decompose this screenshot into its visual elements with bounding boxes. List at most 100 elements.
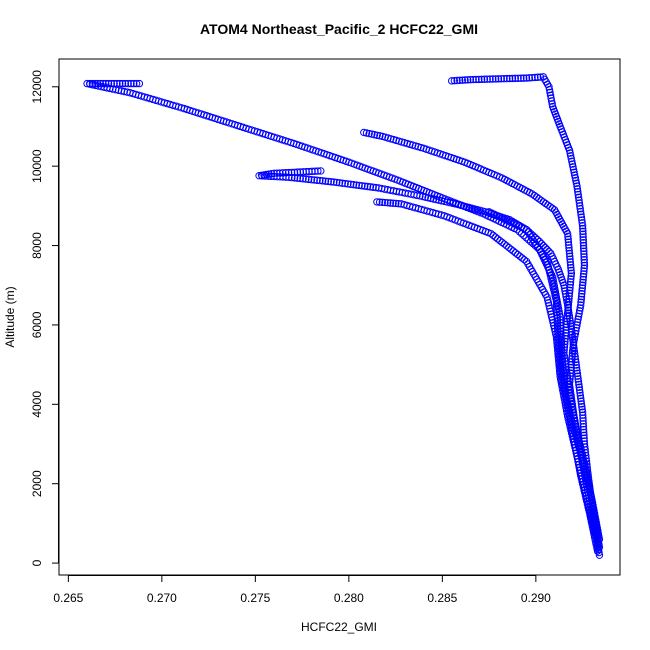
data-point (302, 167, 310, 176)
data-point (477, 75, 486, 84)
x-tick-label: 0.275 (240, 591, 270, 605)
data-point (480, 75, 489, 83)
data-point (548, 316, 557, 324)
data-point (554, 337, 562, 345)
data-point (562, 329, 570, 337)
data-point (578, 287, 586, 295)
data-point (132, 79, 141, 88)
data-point (547, 97, 556, 105)
data-point (347, 180, 355, 188)
data-point (580, 261, 589, 270)
data-point (578, 474, 587, 483)
data-point (579, 244, 588, 253)
data-point (389, 199, 397, 207)
x-tick-label: 0.270 (147, 591, 177, 605)
data-point (583, 494, 591, 503)
y-tick-label: 0 (30, 559, 44, 566)
data-point (304, 175, 313, 184)
data-point (574, 457, 583, 466)
data-point (573, 182, 581, 190)
data-point (575, 386, 584, 394)
data-point (543, 245, 551, 254)
data-point (561, 401, 570, 409)
data-point (566, 252, 574, 261)
data-point (569, 435, 577, 443)
data-point (299, 168, 307, 176)
data-point (583, 497, 592, 505)
data-point (574, 190, 582, 199)
data-point (595, 535, 604, 543)
data-point (577, 301, 585, 309)
data-point (290, 168, 299, 176)
data-point (545, 247, 553, 256)
data-point (456, 76, 464, 85)
data-point (567, 360, 576, 369)
data-point (338, 179, 347, 187)
data-point (344, 180, 352, 188)
data-point (578, 403, 586, 411)
data-point (553, 338, 561, 347)
data-point (546, 269, 554, 277)
data-point (567, 325, 576, 333)
data-point (582, 491, 591, 500)
data-point (550, 321, 558, 330)
data-point (466, 75, 475, 84)
data-point (576, 466, 585, 474)
data-point (553, 344, 562, 352)
data-point (574, 375, 582, 383)
data-point (270, 169, 278, 178)
data-point (554, 339, 563, 348)
data-point (584, 500, 593, 508)
y-axis-label: Altitude (m) (3, 286, 17, 347)
data-point (546, 91, 555, 99)
data-point (491, 75, 500, 83)
data-point (352, 181, 361, 189)
data-point (489, 75, 497, 83)
data-point (574, 377, 583, 386)
data-point (557, 365, 565, 373)
data-point (116, 79, 124, 88)
data-point (99, 79, 107, 88)
data-point (580, 256, 588, 264)
x-tick-label: 0.290 (521, 591, 551, 605)
data-point (551, 291, 559, 300)
data-point (293, 168, 302, 176)
data-point (595, 543, 604, 551)
x-tick-label: 0.285 (427, 591, 457, 605)
data-point (321, 177, 330, 185)
data-point (580, 461, 588, 470)
data-point (575, 383, 583, 391)
data-point (558, 379, 567, 388)
data-point (567, 426, 575, 435)
data-point (571, 332, 579, 340)
data-point (469, 75, 477, 84)
data-point (378, 184, 386, 193)
data-point (559, 389, 568, 398)
data-point (375, 198, 384, 206)
data-point (570, 440, 579, 449)
data-point (558, 384, 566, 392)
data-point (555, 358, 563, 367)
data-point (318, 177, 327, 185)
data-point (386, 199, 395, 207)
series-6 (373, 198, 600, 540)
data-point (565, 289, 574, 297)
data-point (579, 227, 587, 236)
data-point (553, 317, 562, 325)
data-point (590, 525, 599, 534)
x-axis: 0.265 0.270 0.275 0.280 0.285 0.290 (53, 575, 551, 605)
data-point (569, 438, 578, 446)
data-point (591, 531, 600, 540)
y-axis: 0 2000 4000 6000 8000 10000 12000 (30, 70, 59, 566)
data-point (562, 320, 571, 329)
data-point (373, 131, 381, 139)
y-tick-label: 2000 (30, 470, 44, 497)
data-point (554, 334, 562, 342)
data-point (576, 304, 584, 312)
y-tick-label: 8000 (30, 232, 44, 259)
data-point (349, 180, 358, 189)
data-point (573, 452, 581, 460)
data-point (566, 258, 575, 266)
data-point (567, 394, 576, 403)
